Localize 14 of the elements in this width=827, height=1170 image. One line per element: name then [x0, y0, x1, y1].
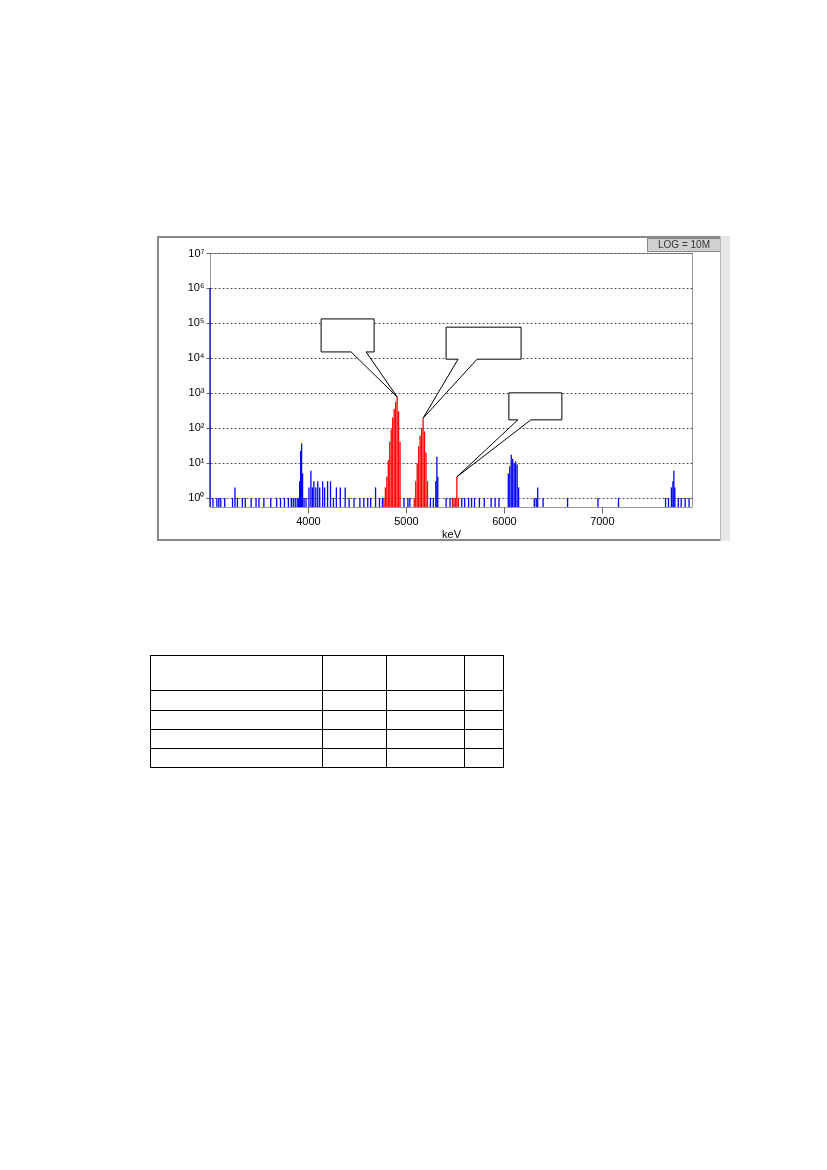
y-tick-label: 10⁶ — [187, 281, 205, 294]
text: LOG = 10M — [647, 238, 721, 252]
y-tick-label: 10⁵ — [187, 316, 205, 329]
x-tick-label: 7000 — [590, 514, 615, 527]
x-axis-title: keV — [442, 527, 462, 540]
y-tick-label: 10¹ — [188, 456, 205, 469]
y-tick-label: 10⁰ — [188, 491, 205, 504]
y-tick-label: 10⁷ — [188, 246, 205, 259]
y-tick-label: 10⁴ — [187, 351, 205, 364]
x-tick-label: 6000 — [492, 514, 517, 527]
y-tick-label: 10³ — [188, 386, 205, 399]
x-tick-label: 5000 — [394, 514, 419, 527]
y-tick-label: 10² — [188, 421, 205, 434]
x-tick-label: 4000 — [296, 514, 321, 527]
